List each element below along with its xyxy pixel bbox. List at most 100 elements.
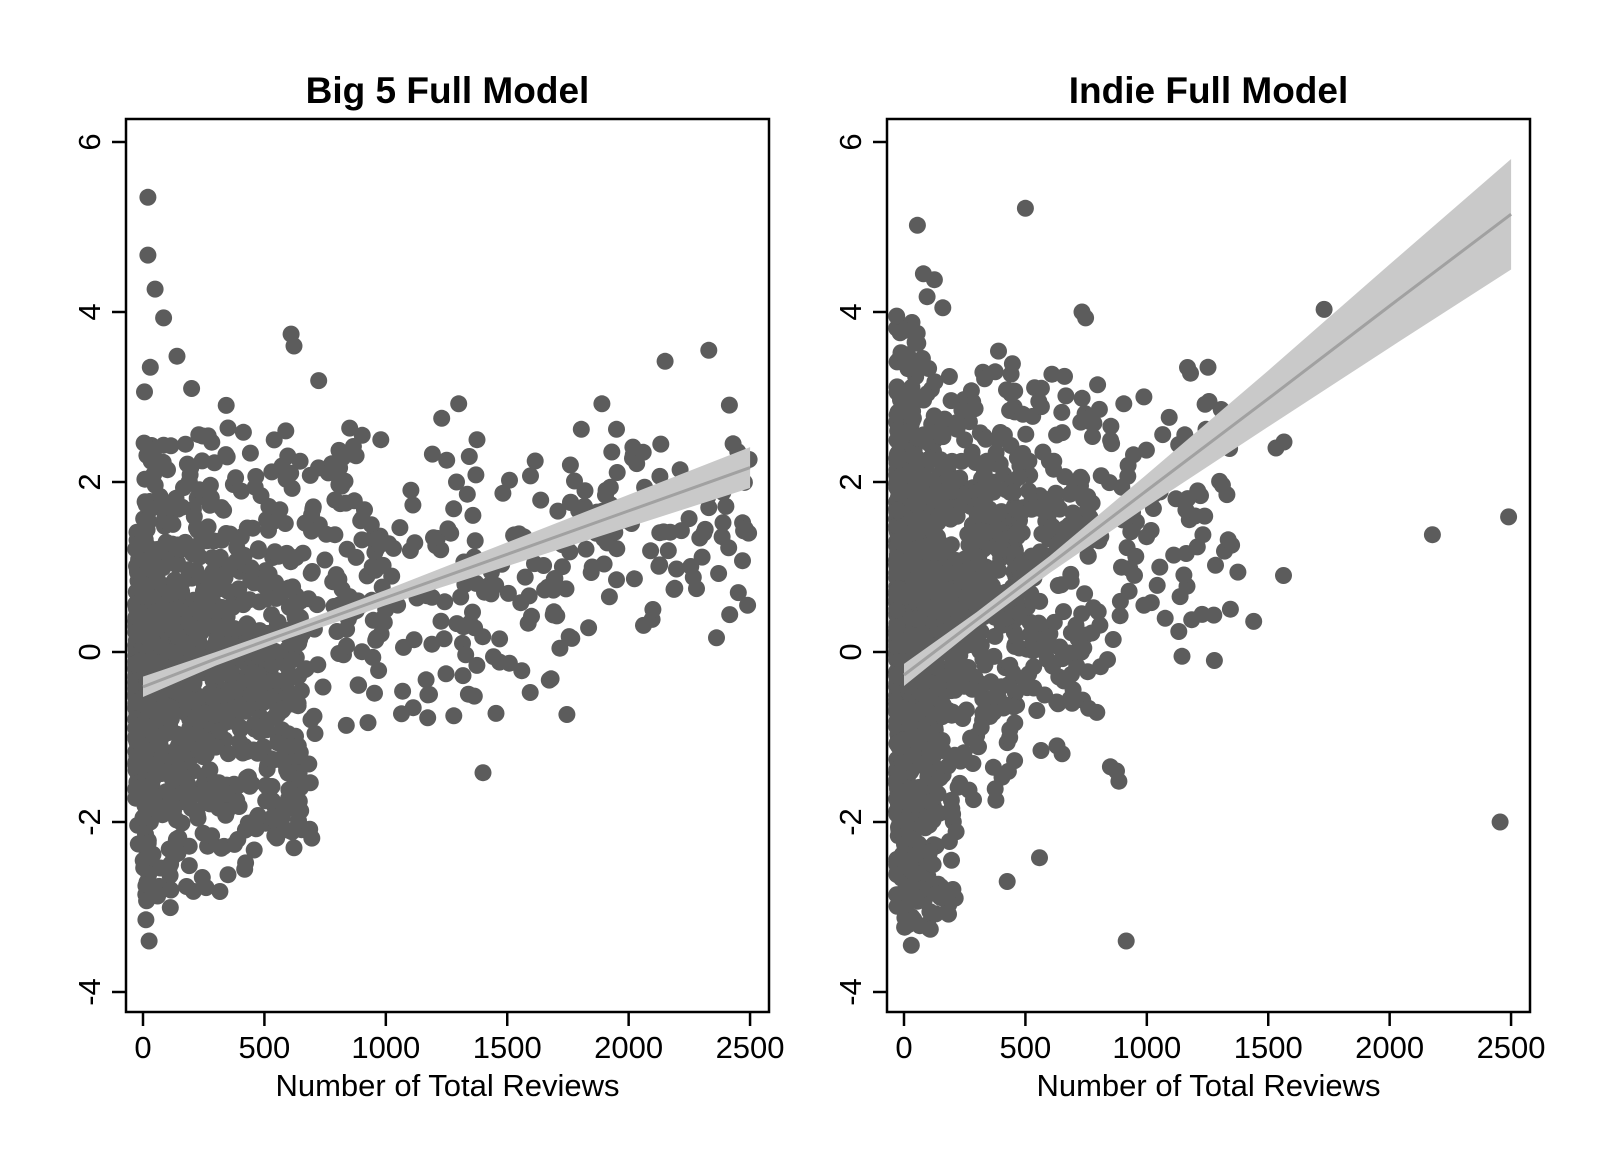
data-point bbox=[1125, 446, 1142, 464]
data-point bbox=[930, 507, 948, 525]
data-point bbox=[977, 523, 995, 541]
data-point bbox=[437, 665, 455, 683]
data-point bbox=[363, 558, 381, 576]
data-point bbox=[301, 466, 319, 484]
data-point bbox=[908, 540, 926, 558]
data-point bbox=[908, 216, 926, 234]
data-point bbox=[1084, 428, 1101, 445]
data-point bbox=[174, 768, 192, 786]
data-point bbox=[890, 451, 908, 469]
data-point bbox=[666, 579, 684, 597]
x-tick-label: 500 bbox=[1000, 1030, 1052, 1065]
data-point bbox=[1193, 605, 1211, 623]
data-point bbox=[1020, 665, 1038, 683]
data-point bbox=[491, 630, 509, 648]
data-point bbox=[301, 774, 319, 792]
data-point bbox=[300, 755, 318, 773]
data-point bbox=[163, 605, 181, 623]
data-point bbox=[1032, 379, 1050, 397]
data-point bbox=[289, 697, 307, 715]
data-point bbox=[933, 889, 950, 907]
data-point bbox=[512, 594, 530, 612]
data-point bbox=[943, 482, 960, 500]
x-axis-label: Number of Total Reviews bbox=[275, 1068, 619, 1103]
data-point bbox=[943, 583, 961, 601]
data-point bbox=[141, 721, 159, 739]
data-point bbox=[1002, 385, 1020, 403]
data-point bbox=[1207, 556, 1224, 574]
data-point bbox=[423, 635, 441, 653]
data-point bbox=[1075, 490, 1093, 508]
data-point bbox=[260, 513, 277, 531]
data-point bbox=[309, 656, 327, 674]
data-point bbox=[1062, 624, 1080, 642]
data-point bbox=[580, 619, 598, 637]
data-point bbox=[177, 435, 194, 453]
data-point bbox=[139, 876, 157, 894]
data-point bbox=[891, 738, 908, 756]
data-point bbox=[1108, 762, 1125, 780]
x-tick-label: 1000 bbox=[1112, 1030, 1181, 1065]
data-point bbox=[940, 368, 958, 385]
data-point bbox=[1031, 543, 1049, 561]
data-point bbox=[419, 709, 437, 727]
data-point bbox=[1275, 433, 1293, 451]
data-point bbox=[1075, 639, 1093, 657]
x-tick-label: 500 bbox=[239, 1030, 291, 1065]
data-point bbox=[926, 373, 944, 391]
x-tick-label: 2000 bbox=[1355, 1030, 1424, 1065]
data-point bbox=[183, 380, 201, 397]
data-point bbox=[278, 800, 296, 818]
data-point bbox=[1007, 627, 1025, 645]
y-tick-label: -2 bbox=[833, 808, 868, 836]
y-tick-label: 4 bbox=[833, 303, 868, 320]
data-point bbox=[943, 808, 961, 825]
data-point bbox=[450, 395, 468, 413]
data-point bbox=[1111, 607, 1129, 625]
data-point bbox=[169, 844, 187, 862]
data-point bbox=[720, 396, 738, 414]
data-point bbox=[888, 601, 906, 619]
data-point bbox=[255, 738, 273, 756]
y-axis-ticks: 6 4 2 0 -2 -4 bbox=[72, 133, 126, 1006]
data-point bbox=[1079, 547, 1097, 565]
data-point bbox=[906, 637, 924, 655]
data-point bbox=[173, 540, 191, 558]
data-point bbox=[1156, 609, 1174, 627]
data-point bbox=[1003, 355, 1021, 373]
data-point bbox=[146, 787, 163, 805]
data-point bbox=[201, 761, 219, 779]
data-point bbox=[1111, 592, 1129, 610]
panel-indie-title: Indie Full Model bbox=[1069, 70, 1349, 111]
data-point bbox=[345, 492, 363, 510]
data-point bbox=[257, 776, 275, 794]
data-point bbox=[1061, 485, 1079, 503]
data-point bbox=[1010, 468, 1028, 486]
data-point bbox=[889, 403, 907, 421]
data-point bbox=[266, 827, 284, 845]
data-point bbox=[425, 529, 442, 547]
data-point bbox=[438, 451, 456, 469]
data-point bbox=[729, 584, 747, 602]
data-point bbox=[1085, 414, 1103, 432]
data-point bbox=[162, 881, 180, 899]
data-point bbox=[199, 518, 217, 536]
data-point bbox=[1053, 403, 1071, 421]
data-point bbox=[724, 435, 742, 453]
data-point bbox=[460, 448, 478, 465]
data-point bbox=[209, 667, 227, 685]
data-point bbox=[888, 501, 906, 519]
data-point bbox=[519, 614, 537, 632]
y-tick-label: 4 bbox=[72, 303, 107, 320]
data-point bbox=[1138, 528, 1156, 546]
data-point bbox=[1151, 558, 1169, 576]
data-point bbox=[960, 781, 978, 799]
data-point bbox=[168, 830, 185, 848]
data-point bbox=[316, 551, 334, 569]
data-point bbox=[535, 557, 553, 574]
data-point bbox=[1500, 508, 1518, 526]
data-point bbox=[526, 452, 544, 470]
data-point bbox=[964, 755, 982, 772]
data-point bbox=[902, 936, 920, 954]
data-point bbox=[1102, 431, 1120, 449]
